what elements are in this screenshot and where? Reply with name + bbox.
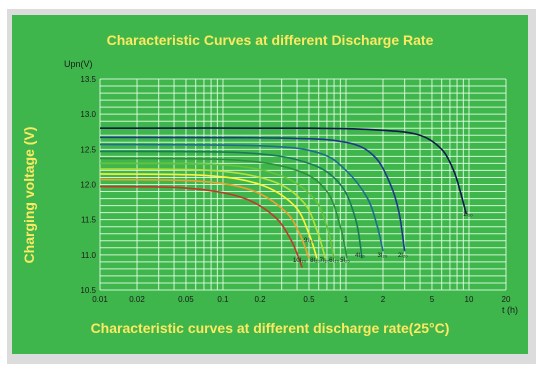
series-annotation: 2I₂₀: [398, 253, 408, 259]
series-annotation: 5I₂₀: [340, 258, 350, 264]
annotation-layer: 1I₂₀ 2I₂₀ 3I₂₀ 4I₂₀ 9I₂₀ 10I₂₀ 8I₂₀ 7I₂₀ 6I₂₀ 5I₂…: [293, 212, 473, 264]
series-layer: [99, 127, 468, 268]
y-tick-label: 12.0: [80, 181, 96, 190]
series-annotation: 3I₂₀: [378, 253, 388, 259]
series-annotation: 1I₂₀: [463, 212, 473, 218]
x-tick-label: 0.5: [303, 295, 315, 304]
series-annotation: 8I₂₀: [310, 258, 320, 264]
series-line: [99, 185, 303, 268]
ticks-layer: 0.01 0.02 0.05 0.1 0.2 0.5 1 2 5 10 20 10.5 11.0 11.5…: [80, 75, 511, 304]
y-tick-label: 13.5: [80, 75, 96, 84]
y-tick-label: 11.0: [81, 251, 97, 260]
chart-svg: Characteristic Curves at different Disch…: [21, 32, 518, 336]
series-annotation: 9I₂₀: [304, 238, 314, 244]
x-tick-label: 2: [381, 295, 386, 304]
series-line: [99, 157, 348, 259]
chart-footer: Characteristic curves at different disch…: [91, 320, 450, 336]
y-tick-label: 13.0: [80, 110, 96, 119]
series-line: [99, 136, 406, 252]
series-line: [99, 127, 468, 215]
y-tick-label: 10.5: [80, 286, 96, 295]
series-line: [99, 168, 327, 259]
x-tick-label: 0.01: [92, 295, 108, 304]
x-tick-label: 0.2: [254, 295, 266, 304]
y-unit-label: Upn(V): [64, 59, 93, 69]
series-annotation: 10I₂₀: [293, 258, 307, 264]
x-tick-label: 5: [430, 295, 435, 304]
x-tick-label: 0.1: [217, 295, 229, 304]
x-axis-title: t (h): [502, 305, 518, 315]
series-line: [99, 143, 384, 252]
x-tick-label: 20: [502, 295, 511, 304]
x-tick-label: 10: [465, 295, 474, 304]
chart-title: Characteristic Curves at different Disch…: [107, 32, 434, 48]
series-line: [99, 162, 335, 259]
chart-panel: Characteristic Curves at different Disch…: [12, 15, 528, 354]
x-tick-label: 0.05: [178, 295, 194, 304]
series-line: [99, 178, 310, 259]
x-tick-label: 0.02: [129, 295, 145, 304]
y-tick-label: 11.5: [81, 216, 97, 225]
x-tick-label: 1: [344, 295, 349, 304]
series-annotation: 6I₂₀: [329, 258, 339, 264]
y-tick-label: 12.5: [80, 145, 96, 154]
y-axis-title: Charging voltage (V): [21, 127, 37, 264]
series-line: [99, 150, 363, 259]
series-annotation: 7I₂₀: [320, 258, 330, 264]
series-line: [99, 173, 318, 259]
series-annotation: 4I₂₀: [355, 253, 365, 259]
